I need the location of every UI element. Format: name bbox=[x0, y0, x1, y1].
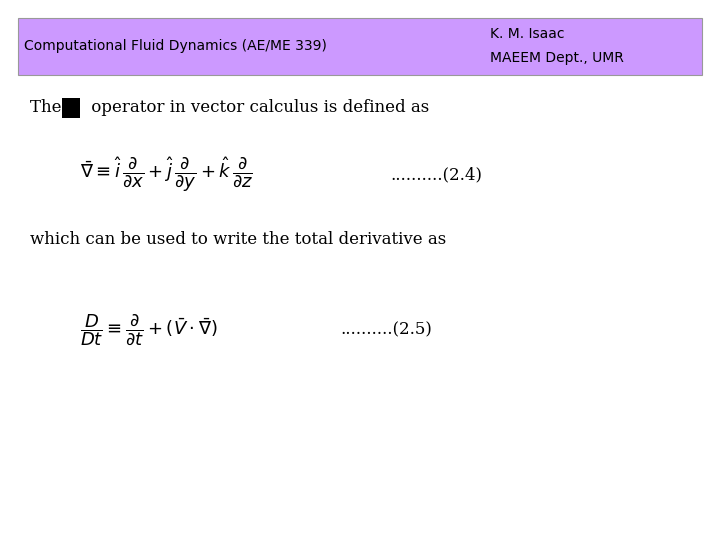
Text: $\bar{\nabla} \equiv \hat{i}\,\dfrac{\partial}{\partial x}+ \hat{j}\,\dfrac{\par: $\bar{\nabla} \equiv \hat{i}\,\dfrac{\pa… bbox=[80, 156, 253, 194]
Text: The: The bbox=[30, 99, 67, 117]
Text: which can be used to write the total derivative as: which can be used to write the total der… bbox=[30, 232, 446, 248]
Text: K. M. Isaac: K. M. Isaac bbox=[490, 27, 564, 41]
Text: ..........(2.4): ..........(2.4) bbox=[390, 166, 482, 184]
Text: $\dfrac{D}{Dt} \equiv \dfrac{\partial}{\partial t}+ \left(\bar{V} \cdot \bar{\na: $\dfrac{D}{Dt} \equiv \dfrac{\partial}{\… bbox=[80, 313, 217, 347]
Text: ..........(2.5): ..........(2.5) bbox=[340, 321, 432, 339]
FancyBboxPatch shape bbox=[18, 18, 702, 75]
Text: Computational Fluid Dynamics (AE/ME 339): Computational Fluid Dynamics (AE/ME 339) bbox=[24, 39, 327, 53]
Text: operator in vector calculus is defined as: operator in vector calculus is defined a… bbox=[86, 99, 429, 117]
FancyBboxPatch shape bbox=[62, 98, 80, 118]
Text: MAEEM Dept., UMR: MAEEM Dept., UMR bbox=[490, 51, 624, 65]
